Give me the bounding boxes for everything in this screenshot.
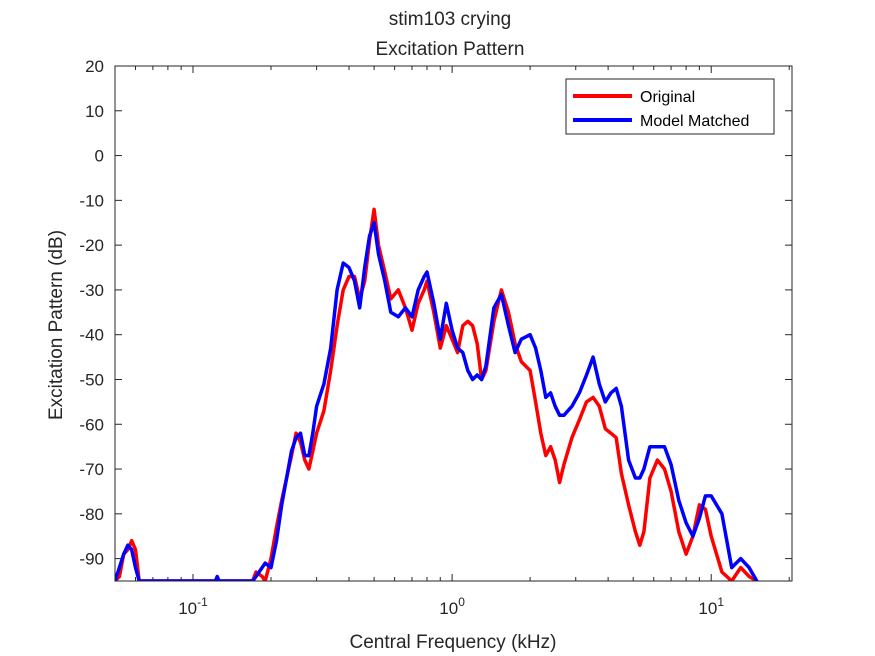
x-axis-label: Central Frequency (kHz) xyxy=(350,632,557,653)
legend: Original Model Matched xyxy=(565,78,775,135)
x-tick-base: 10 xyxy=(178,599,197,618)
series-lines xyxy=(115,207,759,581)
y-tick-label: 10 xyxy=(85,102,104,121)
legend-box xyxy=(565,78,775,135)
y-tick-label: -10 xyxy=(79,191,104,210)
series-line-model-matched xyxy=(115,220,759,581)
y-tick-label: -90 xyxy=(79,550,104,569)
x-tick-base: 10 xyxy=(698,599,717,618)
y-tick-labels: 20 10 0 -10 -20 -30 -40 -50 -60 -70 -80 -90 xyxy=(79,57,104,569)
x-tick-base: 10 xyxy=(439,599,458,618)
legend-label-model-matched: Model Matched xyxy=(640,113,749,130)
legend-label-original: Original xyxy=(640,89,695,106)
x-tick-label: 101 xyxy=(698,595,724,618)
plot-area xyxy=(115,66,792,581)
plot-frame xyxy=(114,65,793,582)
y-tick-label: -70 xyxy=(79,460,104,479)
chart-subtitle: Excitation Pattern xyxy=(376,39,525,60)
x-tick-label: 100 xyxy=(439,595,465,618)
y-tick-label: -50 xyxy=(79,370,104,389)
y-tick-label: -30 xyxy=(79,281,104,300)
chart-title: stim103 crying xyxy=(389,9,512,30)
x-tick-exponent: 1 xyxy=(717,595,724,609)
x-tick-exponent: 0 xyxy=(458,595,465,609)
y-tick-label: 20 xyxy=(85,57,104,76)
y-tick-label: -60 xyxy=(79,415,104,434)
x-tick-labels: 10-1 100 101 xyxy=(178,595,724,618)
x-tick-label: 10-1 xyxy=(178,595,208,618)
y-axis-label: Excitation Pattern (dB) xyxy=(46,230,67,420)
y-tick-label: 0 xyxy=(95,147,104,166)
y-tick-label: -80 xyxy=(79,505,104,524)
y-tick-label: -20 xyxy=(79,236,104,255)
y-tick-label: -40 xyxy=(79,326,104,345)
x-tick-exponent: -1 xyxy=(197,595,208,609)
